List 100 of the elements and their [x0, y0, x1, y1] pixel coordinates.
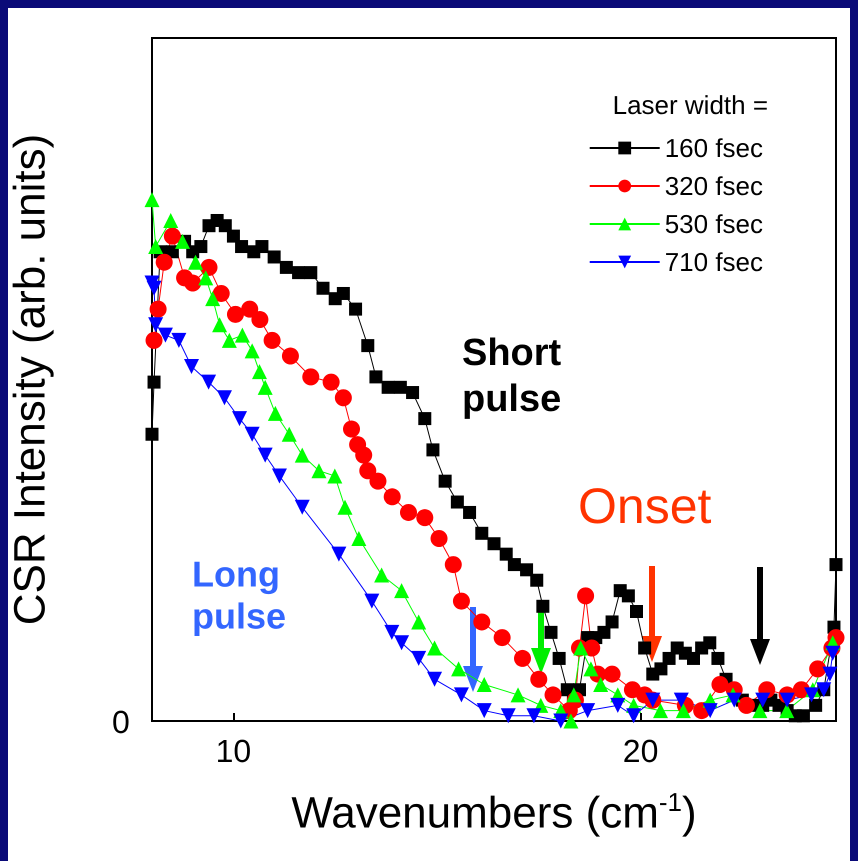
point	[394, 583, 410, 598]
point	[702, 703, 718, 718]
point	[334, 389, 352, 406]
point	[473, 613, 490, 630]
point	[822, 666, 838, 682]
point	[311, 463, 326, 478]
point	[294, 448, 310, 463]
point	[755, 692, 770, 708]
point	[454, 687, 469, 702]
point	[146, 280, 162, 296]
point	[302, 368, 320, 386]
point	[252, 364, 267, 380]
point	[198, 270, 214, 286]
point	[430, 530, 448, 548]
point	[244, 426, 260, 442]
point	[355, 446, 372, 464]
point	[738, 696, 755, 714]
point	[184, 358, 199, 374]
point	[294, 500, 310, 515]
point	[212, 317, 228, 332]
point	[234, 328, 250, 343]
legend-label: 530 fsec	[664, 209, 764, 239]
text: 0	[112, 704, 130, 740]
point	[411, 650, 426, 666]
point	[148, 239, 164, 254]
point	[809, 660, 826, 678]
point	[188, 254, 204, 270]
point	[593, 677, 608, 692]
point	[343, 420, 360, 438]
point	[626, 708, 642, 724]
point	[400, 504, 417, 521]
point	[216, 390, 232, 406]
point	[158, 328, 173, 343]
point	[530, 670, 548, 688]
point	[711, 676, 728, 693]
point	[444, 556, 462, 574]
point	[226, 306, 244, 323]
point	[359, 462, 376, 480]
point	[752, 703, 768, 718]
legend-title: Laser width =	[612, 90, 768, 120]
point	[184, 274, 202, 292]
point	[337, 500, 352, 515]
point	[164, 228, 181, 245]
point	[171, 332, 186, 348]
point	[282, 348, 299, 365]
point	[563, 714, 578, 728]
point	[580, 703, 596, 718]
annotation: Long pulse	[192, 554, 286, 636]
point	[394, 635, 410, 650]
point	[384, 624, 400, 640]
point	[416, 509, 434, 526]
point	[258, 380, 273, 395]
point	[676, 703, 691, 718]
point	[451, 661, 466, 676]
point	[144, 192, 160, 208]
point	[232, 411, 248, 426]
point	[244, 343, 260, 358]
point	[148, 317, 164, 332]
legend-label: 710 fsec	[664, 247, 764, 277]
point	[268, 406, 283, 421]
point	[282, 426, 297, 442]
point	[653, 703, 668, 718]
point	[205, 291, 220, 306]
point	[374, 568, 390, 583]
point	[272, 468, 287, 484]
point	[452, 592, 470, 610]
legend-label: 320 fsec	[664, 171, 764, 201]
x-tick-label: 20	[622, 733, 658, 769]
point	[526, 708, 542, 724]
point	[369, 472, 386, 490]
point	[251, 311, 268, 328]
point	[163, 212, 178, 228]
point	[351, 531, 366, 546]
point	[150, 300, 167, 318]
point	[780, 692, 795, 708]
point	[494, 629, 511, 646]
point	[384, 488, 401, 506]
point	[804, 687, 820, 702]
annotation: Onset	[578, 478, 712, 534]
point	[514, 650, 531, 667]
point	[544, 686, 562, 704]
point	[610, 698, 626, 713]
point	[726, 692, 742, 708]
point	[577, 587, 594, 604]
y-axis-title: CSR Intensity (arb. units)	[6, 134, 54, 626]
point	[322, 374, 340, 391]
point	[500, 708, 516, 724]
point	[331, 546, 346, 562]
point	[510, 687, 526, 702]
point	[241, 300, 258, 318]
point	[222, 332, 237, 348]
point	[427, 672, 442, 687]
annotation: Short pulse	[462, 332, 562, 420]
point	[364, 594, 380, 609]
point	[476, 703, 492, 718]
point	[825, 646, 840, 661]
point	[583, 661, 598, 676]
point	[476, 677, 492, 692]
point	[604, 666, 621, 683]
point	[201, 374, 216, 390]
